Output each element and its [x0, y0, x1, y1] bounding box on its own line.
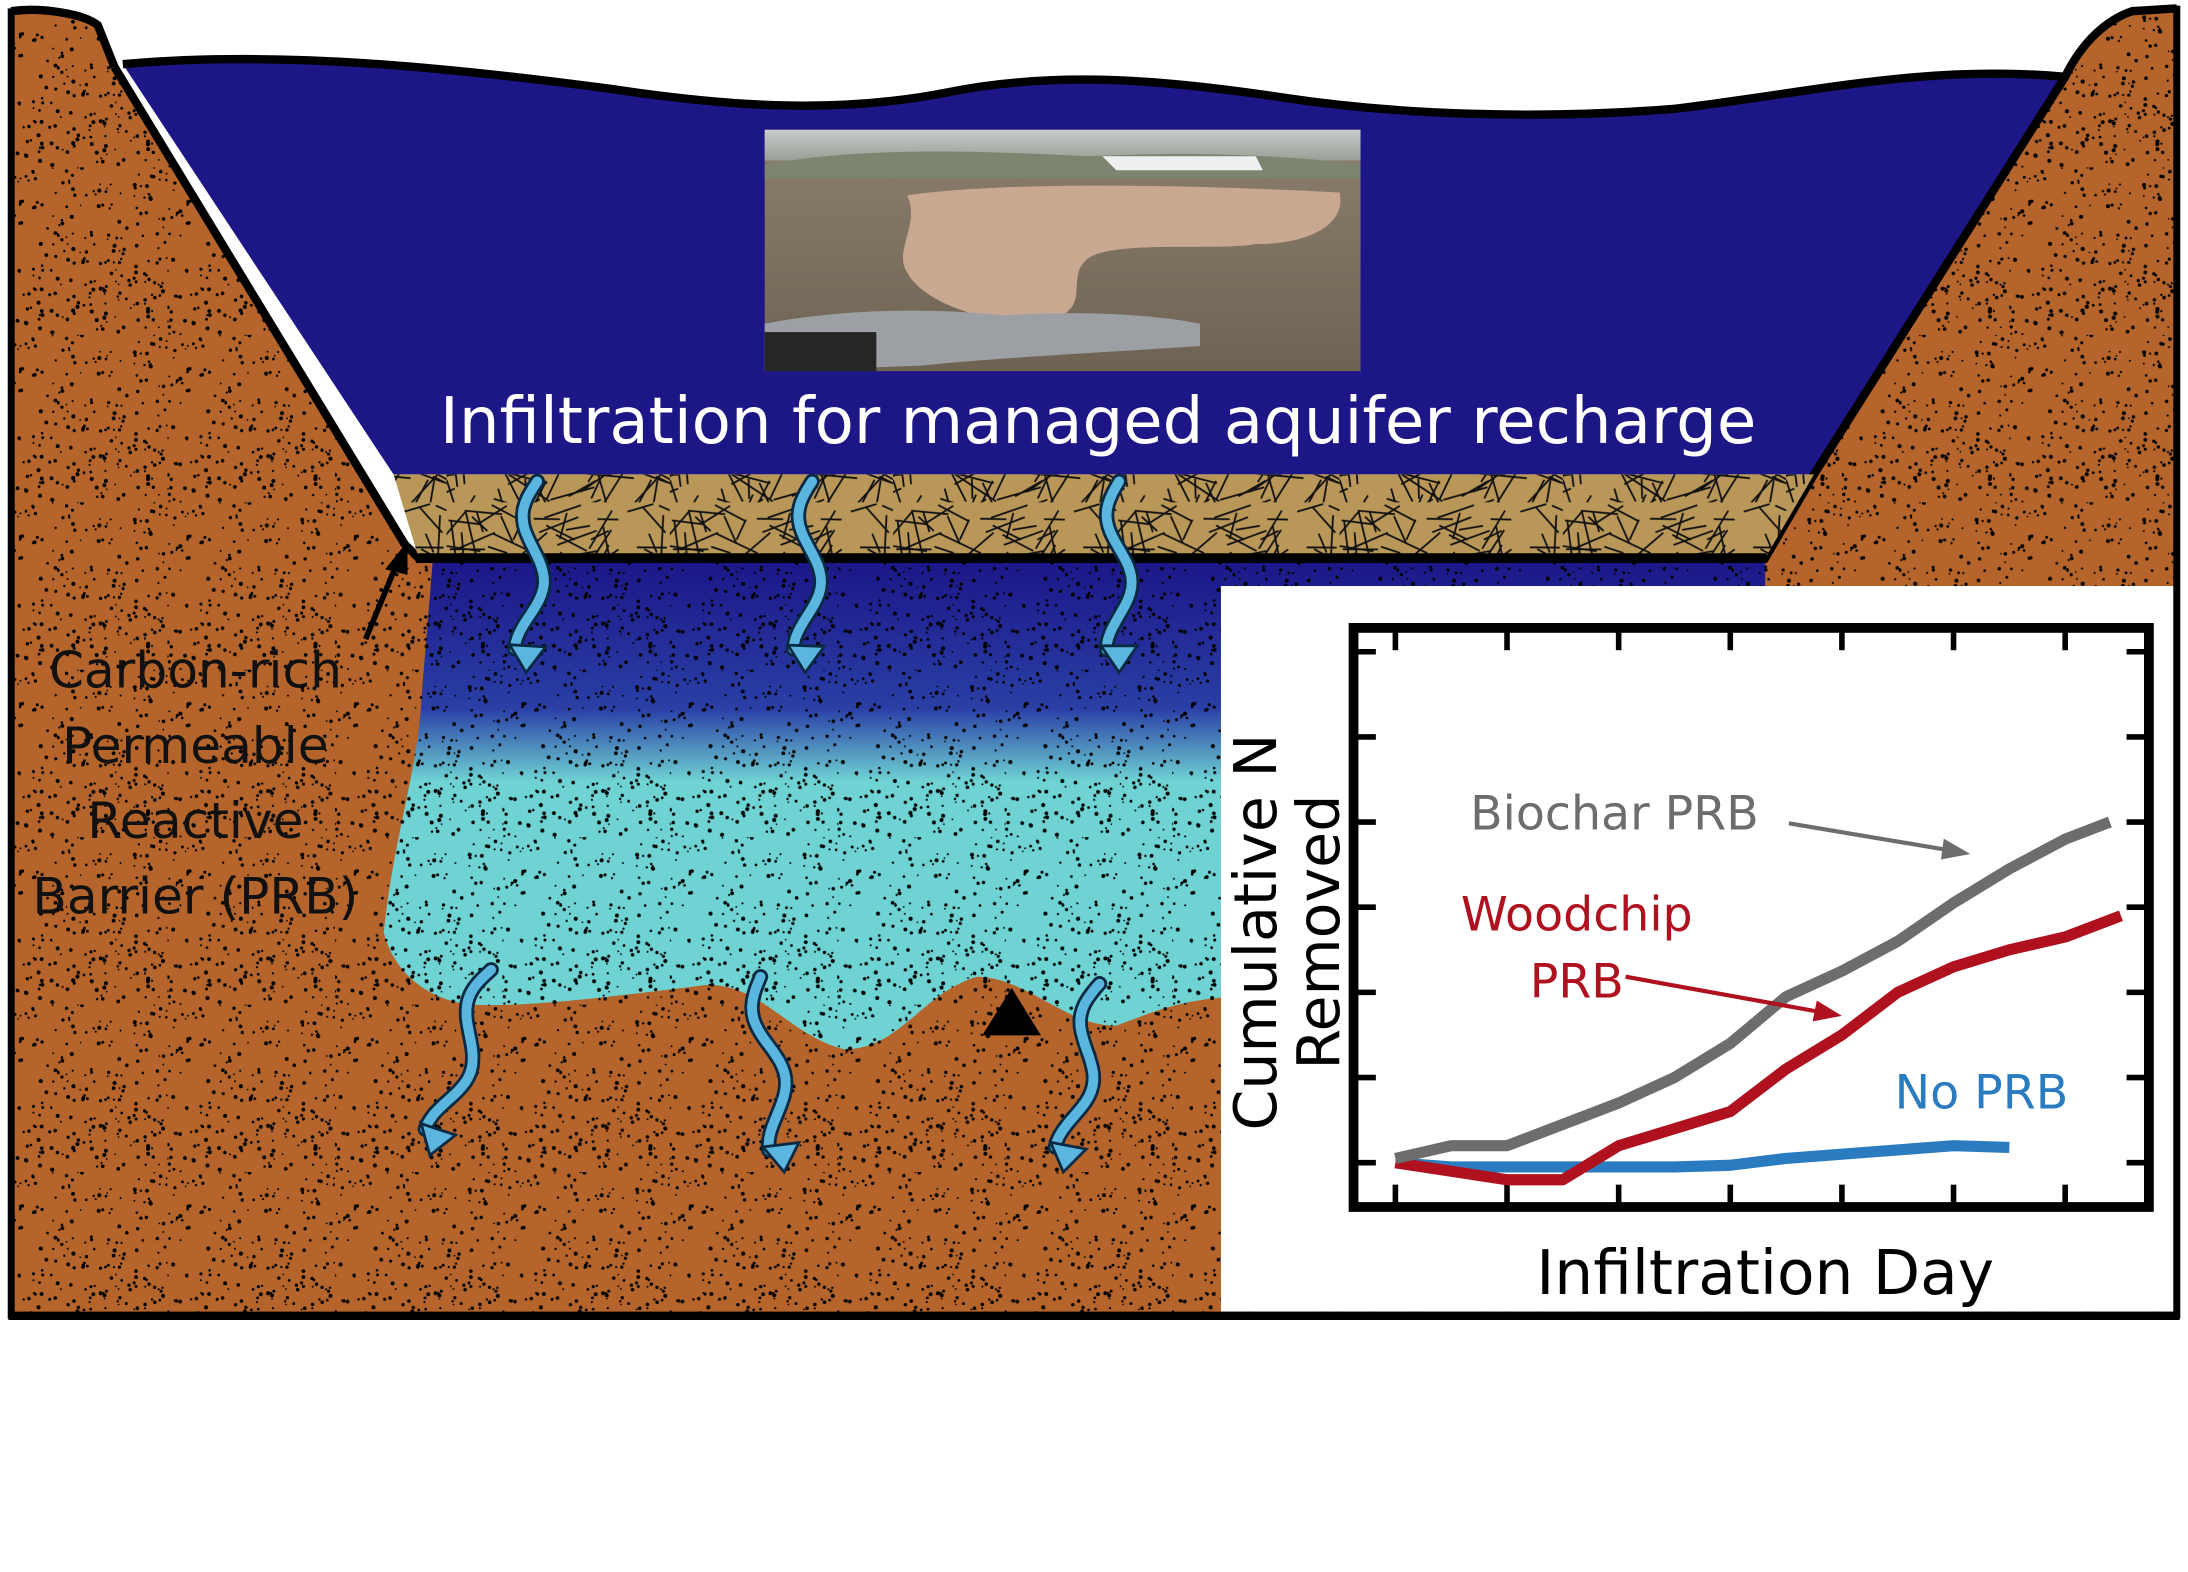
x-axis-label: Infiltration Day: [1536, 1238, 1994, 1309]
basin-outline: [10, 4, 2178, 119]
series-label: Biochar PRB: [1470, 786, 1759, 841]
water-table-marker: [982, 987, 1041, 1036]
series-label: No PRB: [1895, 1065, 2069, 1120]
flow-arrow: [747, 971, 791, 1156]
flow-arrows: [417, 473, 1140, 1175]
series-line: [1394, 1140, 2010, 1173]
series-line: [1394, 816, 2112, 1164]
flow-arrow-head: [1048, 1140, 1090, 1175]
flow-arrow-head: [419, 1121, 459, 1158]
series-label: Woodchip PRB: [1460, 887, 1693, 1011]
barrier-label-line: Reactive: [87, 791, 303, 850]
barrier-label-line: Barrier (PRB): [32, 867, 358, 926]
flow-arrow-head: [760, 1140, 802, 1175]
label-pointer-head: [1940, 838, 1971, 860]
y-axis-label: Cumulative N: [1222, 734, 1290, 1131]
flow-arrow-head: [507, 643, 549, 676]
flow-arrow: [1101, 476, 1137, 655]
flow-arrow: [1050, 978, 1105, 1153]
series-label-box: Woodchip PRB: [1460, 887, 1693, 1011]
series-line: [1394, 910, 2123, 1186]
barrier-label: Carbon-rich Permeable Reactive Barrier (PRB…: [32, 640, 358, 925]
flow-arrow-head: [1098, 644, 1140, 676]
label-pointer-head: [1812, 1000, 1842, 1022]
flow-arrow: [510, 476, 549, 654]
site-photo: [764, 129, 1361, 372]
y-axis-label: Removed: [1285, 795, 1353, 1070]
barrier-label-line: Carbon-rich: [49, 640, 342, 699]
flow-arrow-head: [785, 643, 827, 676]
label-pointer: [1625, 974, 1819, 1014]
plume-stipple: [383, 562, 1766, 1050]
plot-frame: [1348, 623, 2154, 1212]
barrier-pointer: [363, 564, 399, 641]
flow-arrow: [788, 476, 826, 655]
title: Infiltration for managed aquifer recharg…: [440, 384, 1756, 459]
barrier-pointer-head: [385, 541, 408, 575]
barrier-label-line: Permeable: [62, 716, 328, 775]
flow-arrow: [420, 964, 497, 1135]
label-pointer: [1788, 821, 1947, 852]
